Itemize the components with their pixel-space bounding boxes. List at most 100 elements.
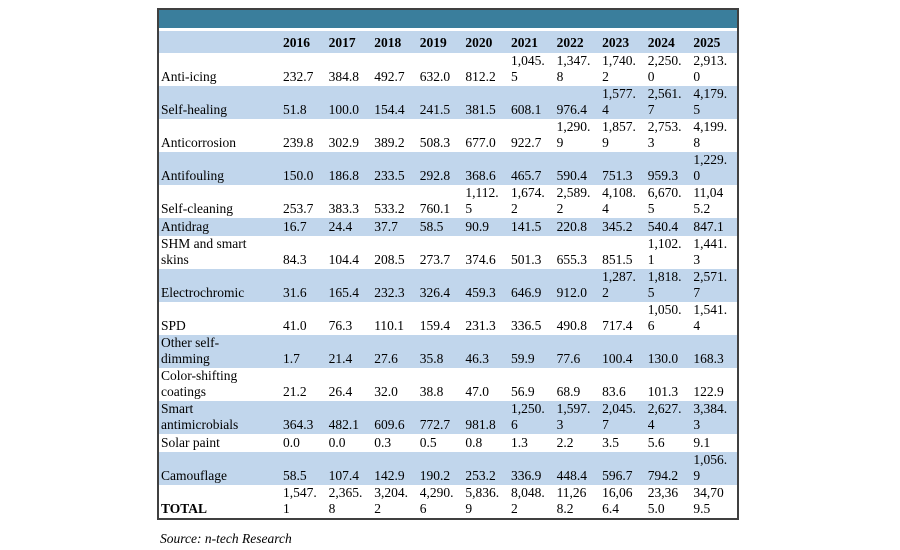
category-cell: Electrochromic <box>159 269 281 302</box>
value-cell: 100.0 <box>326 86 373 119</box>
value-cell: 0.0 <box>283 435 300 450</box>
value-cell: 253.7 <box>283 201 314 216</box>
total-value-cell: 3,204.2 <box>372 485 418 518</box>
value-cell: 912.0 <box>554 269 601 302</box>
value-cell: 847.1 <box>691 218 737 236</box>
value-cell: 110.1 <box>374 318 405 333</box>
value-cell: 1,056.9 <box>691 452 737 485</box>
value-cell: 90.9 <box>463 218 509 236</box>
total-value-cell: 8,048.2 <box>508 485 555 518</box>
year-header-cell: 2022 <box>554 31 601 53</box>
value-cell: 84.3 <box>283 252 307 267</box>
value-cell: 68.9 <box>556 384 581 399</box>
value-cell: 2,627.4 <box>645 401 692 434</box>
table-row: Antifouling 150.0 186.8 233.5 292.8 368.6 465.… <box>159 152 737 185</box>
year-header-cell: 2016 <box>281 31 327 53</box>
category-cell: Antifouling <box>159 152 281 185</box>
value-cell: 51.8 <box>281 86 327 119</box>
value-cell: 186.8 <box>326 152 373 185</box>
value-cell: 364.3 <box>281 401 327 434</box>
value-cell: 1,112.5 <box>465 185 499 216</box>
value-cell: 717.4 <box>602 318 633 333</box>
value-cell: 47.0 <box>465 384 489 399</box>
value-cell: 38.8 <box>419 384 444 399</box>
value-cell: 56.9 <box>510 384 535 399</box>
value-cell: 9.1 <box>693 435 711 450</box>
value-cell: 273.7 <box>419 252 451 267</box>
data-table: 2016 2017 2018 2019 2020 2021 2022 2023 2024 2025… <box>159 31 737 518</box>
value-cell: 501.3 <box>510 252 542 267</box>
value-cell: 100.4 <box>600 335 646 368</box>
source-note: Source: n-tech Research <box>160 531 292 546</box>
report-table: 2016 2017 2018 2019 2020 2021 2022 2023 2024 2025… <box>157 8 739 520</box>
value-cell: 384.8 <box>328 69 359 84</box>
value-cell: 142.9 <box>372 452 418 485</box>
value-cell: 1,045.5 <box>510 53 545 84</box>
value-cell: 0.8 <box>465 435 483 450</box>
value-cell: 59.9 <box>508 335 555 368</box>
value-cell: 1,290.9 <box>556 119 591 150</box>
table-row: SPD 41.0 76.3 110.1 159.4 231.3 336.5 490.8 717.… <box>159 302 737 335</box>
value-cell: 3,384.3 <box>691 401 737 434</box>
value-cell: 326.4 <box>417 269 464 302</box>
value-cell: 4,199.8 <box>693 119 728 150</box>
table-row: Anti-icing 232.7 384.8 492.7 632.0 812.2 1,045… <box>159 53 737 86</box>
table-row: Self-cleaning 253.7 383.3 533.2 760.1 1,112.5… <box>159 185 737 218</box>
value-cell: 2,589.2 <box>556 185 591 216</box>
value-cell: 3.5 <box>602 435 620 450</box>
value-cell: 4,108.4 <box>602 185 636 216</box>
category-cell: Smart antimicrobials <box>159 401 281 434</box>
year-header-cell: 2025 <box>691 31 737 53</box>
value-cell: 302.9 <box>328 135 359 150</box>
value-cell: 1.3 <box>510 435 528 450</box>
value-cell: 168.3 <box>691 335 737 368</box>
value-cell: 101.3 <box>647 384 679 399</box>
total-value-cell: 4,290.6 <box>417 485 464 518</box>
table-body: Anti-icing 232.7 384.8 492.7 632.0 812.2 1,045… <box>159 53 737 518</box>
total-value-cell: 34,709.5 <box>691 485 737 518</box>
total-row: TOTAL 1,547.1 2,365.8 3,204.2 4,290.6 5,836.9… <box>159 485 737 518</box>
value-cell: 58.5 <box>417 218 464 236</box>
value-cell: 141.5 <box>508 218 555 236</box>
value-cell: 2,753.3 <box>647 119 682 150</box>
category-cell: Anti-icing <box>161 69 217 84</box>
category-cell: Camouflage <box>159 452 281 485</box>
value-cell: 0.0 <box>328 435 346 450</box>
value-cell: 368.6 <box>463 152 509 185</box>
category-cell: Color-shifting coatings <box>161 368 238 399</box>
value-cell: 232.3 <box>372 269 418 302</box>
value-cell: 2,561.7 <box>645 86 692 119</box>
value-cell: 292.8 <box>417 152 464 185</box>
value-cell: 165.4 <box>326 269 373 302</box>
value-cell: 2,571.7 <box>691 269 737 302</box>
value-cell: 345.2 <box>600 218 646 236</box>
category-cell: Anticorrosion <box>161 135 236 150</box>
value-cell: 32.0 <box>374 384 398 399</box>
total-value-cell: 2,365.8 <box>326 485 373 518</box>
value-cell: 389.2 <box>374 135 405 150</box>
value-cell: 35.8 <box>417 335 464 368</box>
value-cell: 794.2 <box>645 452 692 485</box>
value-cell: 508.3 <box>419 135 451 150</box>
value-cell: 1,287.2 <box>600 269 646 302</box>
value-cell: 104.4 <box>328 252 359 267</box>
value-cell: 21.4 <box>326 335 373 368</box>
value-cell: 1,229.0 <box>691 152 737 185</box>
value-cell: 233.5 <box>372 152 418 185</box>
total-value-cell: 16,066.4 <box>600 485 646 518</box>
value-cell: 83.6 <box>602 384 626 399</box>
table-row: Color-shifting coatings 21.2 26.4 32.0 38.8 4… <box>159 368 737 401</box>
value-cell: 239.8 <box>283 135 314 150</box>
value-cell: 159.4 <box>419 318 451 333</box>
value-cell: 492.7 <box>374 69 405 84</box>
year-header-row: 2016 2017 2018 2019 2020 2021 2022 2023 2024 2025 <box>159 31 737 53</box>
category-header-cell <box>159 31 281 53</box>
table-row: Smart antimicrobials 364.3 482.1 609.6 772.7… <box>159 401 737 434</box>
value-cell: 381.5 <box>463 86 509 119</box>
year-header-cell: 2017 <box>326 31 373 53</box>
value-cell: 1,441.3 <box>693 236 728 267</box>
value-cell: 383.3 <box>328 201 359 216</box>
value-cell: 608.1 <box>508 86 555 119</box>
value-cell: 231.3 <box>465 318 496 333</box>
